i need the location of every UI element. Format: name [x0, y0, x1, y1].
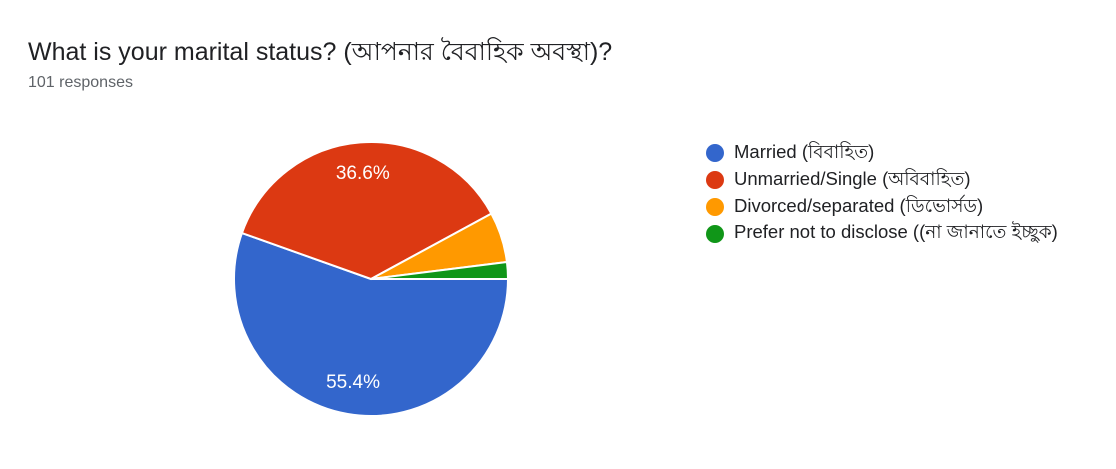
svg-text:36.6%: 36.6% [336, 163, 390, 184]
svg-text:55.4%: 55.4% [326, 372, 380, 393]
